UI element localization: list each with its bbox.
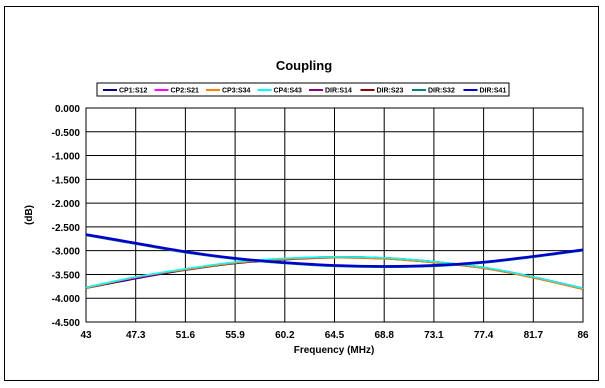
x-tick-label: 86 bbox=[577, 330, 589, 341]
legend-label: DIR:S32 bbox=[428, 88, 455, 95]
y-tick-label: -1.500 bbox=[52, 175, 81, 186]
x-tick-label: 77.4 bbox=[474, 330, 494, 341]
x-tick-label: 43 bbox=[80, 330, 92, 341]
legend-box bbox=[96, 82, 510, 97]
legend-label: CP2:S21 bbox=[171, 88, 200, 95]
series-line-cp4-s43 bbox=[85, 256, 584, 289]
y-tick-label: -3.500 bbox=[52, 270, 81, 281]
gridlines bbox=[85, 107, 584, 323]
legend: CP1:S12 CP2:S21 CP3:S34 CP4:S43 DIR:S14 DIR:S… bbox=[96, 82, 510, 97]
y-axis-tick-labels: 0.000 -0.500 -1.000 -1.500 -2.000 -2.500 -3.00… bbox=[52, 104, 81, 329]
series-line-dir-s41 bbox=[85, 233, 584, 268]
x-tick-label: 55.9 bbox=[225, 330, 245, 341]
legend-label: DIR:S14 bbox=[325, 88, 352, 95]
chart-area: Coupling CP1:S12 CP2:S21 CP3:S34 CP4:S43 DIR… bbox=[4, 6, 599, 381]
y-tick-label: -2.000 bbox=[52, 199, 81, 210]
legend-label: CP1:S12 bbox=[119, 88, 148, 95]
legend-label: DIR:S41 bbox=[480, 88, 507, 95]
x-tick-label: 47.3 bbox=[126, 330, 146, 341]
y-tick-label: -0.500 bbox=[52, 128, 81, 139]
legend-label: DIR:S23 bbox=[377, 88, 404, 95]
x-tick-label: 60.2 bbox=[275, 330, 295, 341]
x-axis-tick-labels: 43 47.3 51.6 55.9 60.2 64.5 68.8 73.1 77.4 81.7 86 bbox=[80, 330, 589, 341]
legend-label: CP4:S43 bbox=[274, 88, 303, 95]
y-tick-label: -3.000 bbox=[52, 247, 81, 258]
y-tick-label: -1.000 bbox=[52, 152, 81, 163]
x-tick-label: 64.5 bbox=[325, 330, 345, 341]
legend-label: CP3:S34 bbox=[222, 88, 251, 95]
x-tick-label: 81.7 bbox=[524, 330, 544, 341]
y-axis-label: (dB) bbox=[24, 205, 35, 225]
plot-area bbox=[85, 107, 584, 323]
y-tick-label: 0.000 bbox=[55, 104, 80, 115]
y-tick-label: -2.500 bbox=[52, 223, 81, 234]
chart-canvas: Coupling CP1:S12 CP2:S21 CP3:S34 CP4:S43 DIR… bbox=[24, 58, 589, 356]
y-tick-label: -4.500 bbox=[52, 318, 81, 329]
chart-title: Coupling bbox=[276, 58, 332, 73]
y-tick-label: -4.000 bbox=[52, 294, 81, 305]
x-tick-label: 51.6 bbox=[176, 330, 196, 341]
data-series bbox=[85, 233, 584, 290]
x-axis-label: Frequency (MHz) bbox=[294, 345, 375, 356]
series-line-cp3-s34 bbox=[85, 257, 584, 290]
x-tick-label: 73.1 bbox=[424, 330, 444, 341]
x-tick-label: 68.8 bbox=[374, 330, 394, 341]
